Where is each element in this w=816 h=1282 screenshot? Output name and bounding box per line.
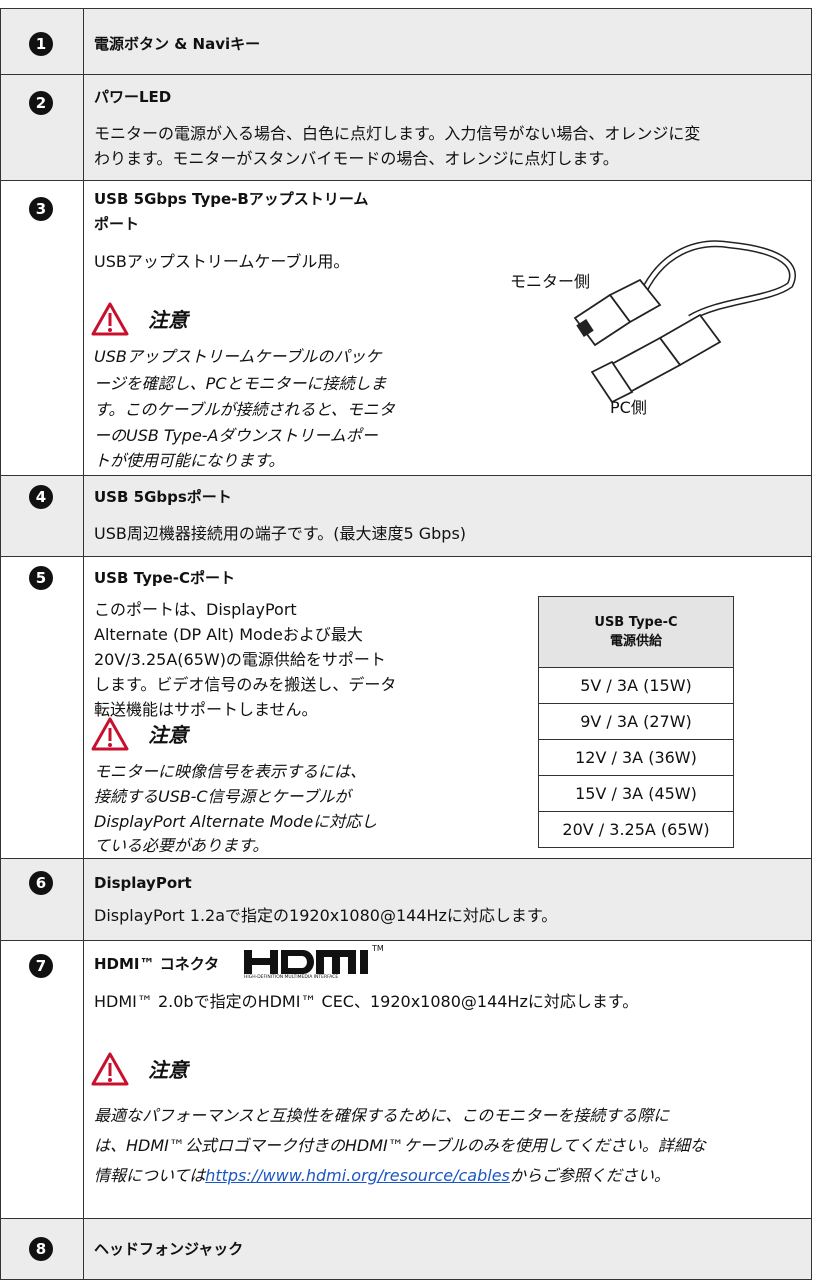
row-number: 7: [29, 954, 53, 978]
body-line: 転送機能はサポートしません。: [94, 700, 318, 719]
row: 7: [0, 940, 812, 1218]
table-cell: 12V / 3A (36W): [538, 739, 734, 776]
number-cell: 7: [1, 941, 84, 1218]
title: 電源ボタン & Naviキー: [94, 35, 261, 53]
caution-label: 注意: [148, 308, 188, 332]
body-line: Alternate (DP Alt) Modeおよび最大: [94, 625, 363, 644]
text: からご参照ください。: [509, 1166, 670, 1185]
caution-line: は、HDMI™公式ロゴマーク付きのHDMI™ケーブルのみを使用してください。詳細…: [94, 1136, 706, 1155]
caution-line: 接続するUSB-C信号源とケーブルが: [94, 787, 351, 806]
number-cell: 5: [1, 557, 84, 858]
caution-line: ーのUSB Type-Aダウンストリームポー: [94, 426, 378, 445]
title: ヘッドフォンジャック: [94, 1240, 244, 1258]
hdmi-tm: TM: [372, 944, 384, 953]
number-cell: 2: [1, 75, 84, 180]
caution-line: 情報についてはhttps://www.hdmi.org/resource/cab…: [94, 1164, 670, 1188]
caution-line: トが使用可能になります。: [94, 451, 285, 470]
title: USB 5Gbps Type-Bアップストリーム: [94, 190, 369, 208]
caution-line: ている必要があります。: [94, 836, 269, 855]
table-cell: 5V / 3A (15W): [538, 667, 734, 704]
title: ポート: [94, 215, 140, 233]
row: 3: [0, 180, 812, 475]
body-line: します。ビデオ信号のみを搬送し、データ: [94, 675, 397, 694]
number-cell: 4: [1, 476, 84, 556]
body-line: このポートは、DisplayPort: [94, 600, 297, 619]
text: 情報については: [94, 1166, 206, 1185]
caution-line: USBアップストリームケーブルのパッケ: [94, 347, 382, 366]
number-cell: 1: [1, 9, 84, 74]
number-cell: 8: [1, 1219, 84, 1279]
header-line: USB Type-C: [594, 615, 678, 630]
link[interactable]: https://www.hdmi.org/resource/cables: [205, 1166, 510, 1185]
number-cell: 6: [1, 859, 84, 940]
row: 6: [0, 858, 812, 940]
row-number: 6: [29, 871, 53, 895]
row-number: 1: [29, 32, 53, 56]
body-line: モニターの電源が入る場合、白色に点灯します。入力信号がない場合、オレンジに変: [94, 124, 701, 143]
row-number: 3: [29, 197, 53, 221]
caution-line: ージを確認し、PCとモニターに接続しま: [94, 374, 387, 393]
title: DisplayPort: [94, 874, 192, 892]
body-line: わります。モニターがスタンバイモードの場合、オレンジに点灯します。: [94, 149, 619, 168]
row-number: 8: [29, 1237, 53, 1261]
caution-line: す。このケーブルが接続されると、モニタ: [94, 400, 395, 419]
figure-label: PC側: [610, 398, 647, 417]
title: USB 5Gbpsポート: [94, 488, 232, 506]
title: パワーLED: [94, 88, 172, 106]
caution-label: 注意: [148, 1058, 188, 1082]
body-line: USBアップストリームケーブル用。: [94, 252, 350, 271]
body-line: 20V/3.25A(65W)の電源供給をサポート: [94, 650, 386, 669]
header-line: 電源供給: [609, 634, 662, 649]
caution-label: 注意: [148, 723, 188, 747]
row: 5: [0, 556, 812, 858]
title: HDMI™ コネクタ: [94, 955, 220, 973]
power-table: USB Type-C 電源供給 5V / 3A (15W) 9V / 3A (27W)…: [538, 596, 734, 848]
table-cell: 20V / 3.25A (65W): [538, 811, 734, 848]
hdmi-tagline: HIGH-DEFINITION MULTIMEDIA INTERFACE: [244, 975, 339, 980]
table-header: USB Type-C 電源供給: [538, 596, 734, 668]
body-line: HDMI™ 2.0bで指定のHDMI™ CEC、1920x1080@144Hzに…: [94, 992, 639, 1011]
number-cell: 3: [1, 181, 84, 475]
row: 4: [0, 475, 812, 556]
caution-line: 最適なパフォーマンスと互換性を確保するために、このモニターを接続する際に: [94, 1106, 670, 1125]
row: 8: [0, 1218, 812, 1280]
body-line: USB周辺機器接続用の端子です。(最大速度5 Gbps): [94, 524, 467, 543]
row-number: 5: [29, 566, 53, 590]
caution-line: モニターに映像信号を表示するには、: [94, 762, 367, 781]
title: USB Type-Cポート: [94, 569, 236, 587]
row: 2: [0, 74, 812, 180]
caution-line: DisplayPort Alternate Modeに対応し: [94, 812, 378, 831]
row-number: 2: [29, 91, 53, 115]
table-cell: 9V / 3A (27W): [538, 703, 734, 740]
body-line: DisplayPort 1.2aで指定の1920x1080@144Hzに対応しま…: [94, 906, 558, 925]
table-cell: 15V / 3A (45W): [538, 775, 734, 812]
row-number: 4: [29, 485, 53, 509]
row: 1: [0, 8, 812, 74]
figure-label: モニター側: [510, 272, 591, 291]
